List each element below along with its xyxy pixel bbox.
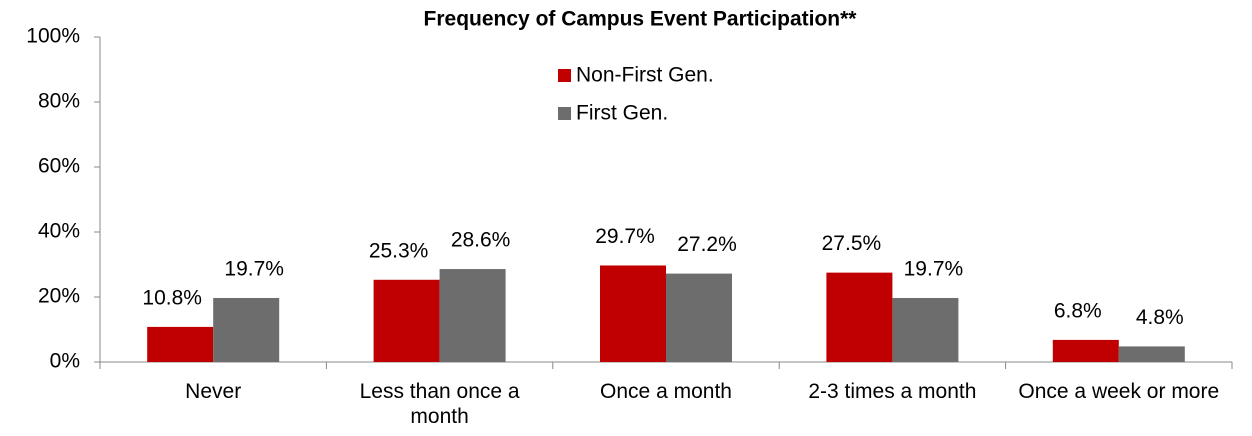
bar xyxy=(147,326,214,362)
bar xyxy=(826,272,893,362)
bar xyxy=(892,297,959,362)
data-label: 29.7% xyxy=(595,225,655,248)
y-tick-label: 0% xyxy=(50,350,80,373)
bar xyxy=(213,297,280,362)
legend-label: First Gen. xyxy=(576,102,668,125)
x-tick-label: Once a week or more xyxy=(1018,380,1220,403)
data-label: 28.6% xyxy=(451,229,511,252)
y-tick-label: 20% xyxy=(38,285,80,308)
bar xyxy=(439,269,506,362)
legend-label: Non-First Gen. xyxy=(576,64,714,87)
chart-title: Frequency of Campus Event Participation*… xyxy=(424,8,858,31)
y-tick-label: 60% xyxy=(38,155,80,178)
x-tick-label: Once a month xyxy=(600,380,732,403)
y-tick-label: 80% xyxy=(38,90,80,113)
data-label: 27.5% xyxy=(822,232,882,255)
y-tick-label: 100% xyxy=(26,25,80,48)
x-tick-label: 2-3 times a month xyxy=(808,380,977,403)
bar xyxy=(1118,346,1185,362)
data-label: 19.7% xyxy=(904,258,964,281)
y-tick-label: 40% xyxy=(38,220,80,243)
bar xyxy=(373,279,440,362)
legend-swatch xyxy=(558,69,571,82)
data-label: 27.2% xyxy=(677,233,737,256)
x-tick-label: Never xyxy=(185,380,242,403)
bar xyxy=(1052,339,1119,362)
bar xyxy=(666,273,732,362)
data-label: 25.3% xyxy=(369,239,429,262)
x-tick-label: Less than once a month xyxy=(359,380,520,428)
data-label: 4.8% xyxy=(1136,306,1184,329)
data-label: 19.7% xyxy=(224,258,284,281)
data-label: 6.8% xyxy=(1054,299,1102,322)
data-label: 10.8% xyxy=(142,286,202,309)
legend-swatch xyxy=(558,107,571,120)
bar xyxy=(600,265,666,362)
